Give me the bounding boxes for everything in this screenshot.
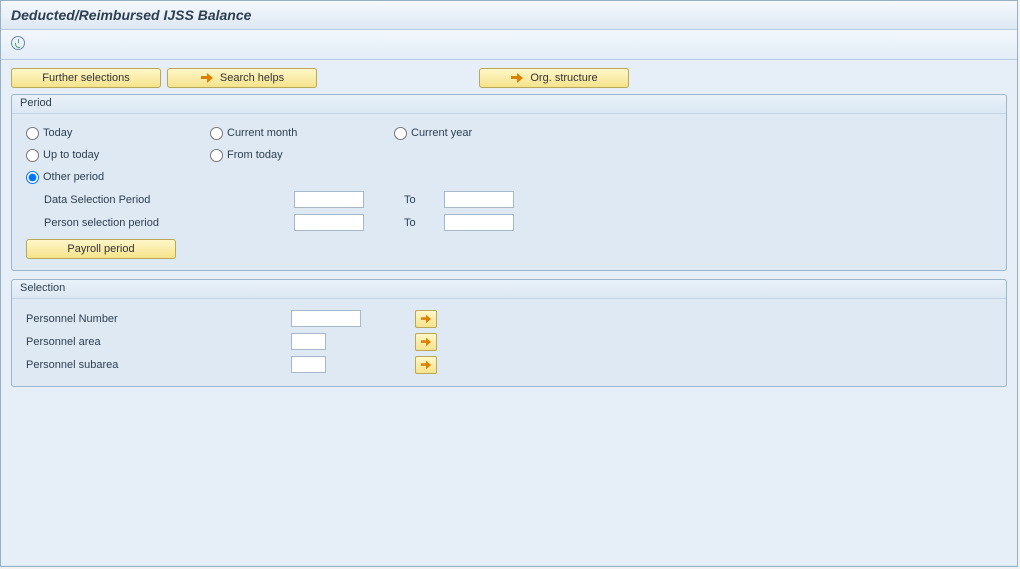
personnel-subarea-input[interactable] <box>291 356 326 373</box>
arrow-right-icon <box>200 71 214 85</box>
arrow-right-icon <box>420 336 432 348</box>
title-bar: Deducted/Reimbursed IJSS Balance <box>1 1 1017 30</box>
further-selections-label: Further selections <box>42 72 129 84</box>
radio-other-period-label: Other period <box>43 171 104 183</box>
org-structure-button[interactable]: Org. structure <box>479 68 629 88</box>
org-structure-label: Org. structure <box>530 72 597 84</box>
radio-today-input[interactable] <box>26 127 39 140</box>
radio-today[interactable]: Today <box>26 127 206 140</box>
personnel-number-input[interactable] <box>291 310 361 327</box>
personnel-subarea-multi-button[interactable] <box>415 356 437 374</box>
selection-group-title: Selection <box>12 280 1006 299</box>
selection-group-body: Personnel Number Personnel area Personne… <box>12 299 1006 386</box>
radio-up-to-today[interactable]: Up to today <box>26 149 206 162</box>
radio-other-period-input[interactable] <box>26 171 39 184</box>
further-selections-button[interactable]: Further selections <box>11 68 161 88</box>
payroll-period-label: Payroll period <box>67 243 134 255</box>
search-helps-label: Search helps <box>220 72 284 84</box>
selection-toolbar: Further selections Search helps Org. str… <box>11 68 1007 88</box>
content-area: Further selections Search helps Org. str… <box>1 60 1017 565</box>
sap-window: Deducted/Reimbursed IJSS Balance Further… <box>0 0 1018 567</box>
radio-current-month[interactable]: Current month <box>210 127 390 140</box>
radio-current-month-input[interactable] <box>210 127 223 140</box>
data-selection-label: Data Selection Period <box>44 194 294 206</box>
radio-today-label: Today <box>43 127 72 139</box>
to-label-1: To <box>364 194 444 206</box>
personnel-area-multi-button[interactable] <box>415 333 437 351</box>
period-group: Period Today Current month Current year <box>11 94 1007 271</box>
selection-group: Selection Personnel Number Personnel are… <box>11 279 1007 387</box>
person-selection-to-input[interactable] <box>444 214 514 231</box>
personnel-number-multi-button[interactable] <box>415 310 437 328</box>
page-title: Deducted/Reimbursed IJSS Balance <box>11 7 251 23</box>
radio-up-to-today-label: Up to today <box>43 149 99 161</box>
person-selection-from-input[interactable] <box>294 214 364 231</box>
period-group-body: Today Current month Current year Up to t… <box>12 114 1006 270</box>
radio-current-year[interactable]: Current year <box>394 127 574 140</box>
application-toolbar <box>1 30 1017 60</box>
arrow-right-icon <box>510 71 524 85</box>
radio-from-today[interactable]: From today <box>210 149 390 162</box>
radio-up-to-today-input[interactable] <box>26 149 39 162</box>
radio-other-period[interactable]: Other period <box>26 171 206 184</box>
radio-current-year-input[interactable] <box>394 127 407 140</box>
personnel-area-label: Personnel area <box>26 336 291 348</box>
person-selection-label: Person selection period <box>44 217 294 229</box>
personnel-area-input[interactable] <box>291 333 326 350</box>
radio-from-today-label: From today <box>227 149 283 161</box>
payroll-period-button[interactable]: Payroll period <box>26 239 176 259</box>
radio-current-month-label: Current month <box>227 127 297 139</box>
search-helps-button[interactable]: Search helps <box>167 68 317 88</box>
arrow-right-icon <box>420 359 432 371</box>
data-selection-from-input[interactable] <box>294 191 364 208</box>
to-label-2: To <box>364 217 444 229</box>
personnel-subarea-label: Personnel subarea <box>26 359 291 371</box>
radio-current-year-label: Current year <box>411 127 472 139</box>
personnel-number-label: Personnel Number <box>26 313 291 325</box>
period-group-title: Period <box>12 95 1006 114</box>
data-selection-to-input[interactable] <box>444 191 514 208</box>
execute-icon[interactable] <box>11 36 25 50</box>
arrow-right-icon <box>420 313 432 325</box>
radio-from-today-input[interactable] <box>210 149 223 162</box>
